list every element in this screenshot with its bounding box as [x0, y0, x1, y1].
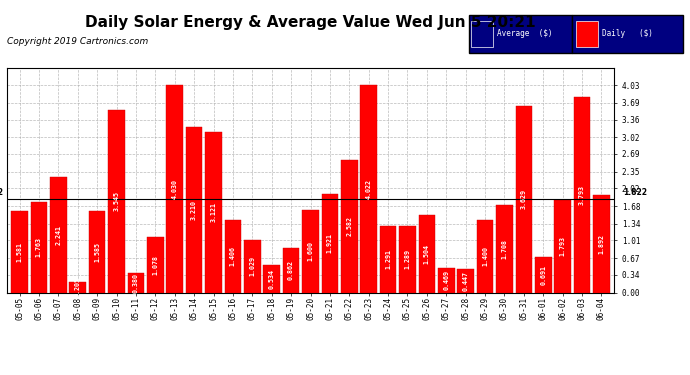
Bar	[477, 220, 493, 292]
Bar	[574, 97, 591, 292]
Text: 1.406: 1.406	[230, 246, 236, 266]
Text: 0.862: 0.862	[288, 260, 294, 280]
Bar	[322, 194, 338, 292]
Bar	[380, 226, 396, 292]
Text: 3.545: 3.545	[114, 191, 119, 211]
Bar	[360, 86, 377, 292]
Text: 1.078: 1.078	[152, 255, 158, 275]
Text: 1.822: 1.822	[0, 188, 3, 196]
Bar	[555, 200, 571, 292]
Bar	[515, 106, 532, 292]
Text: 1.504: 1.504	[424, 244, 430, 264]
Bar	[225, 220, 241, 292]
Bar	[283, 248, 299, 292]
Text: 0.469: 0.469	[443, 270, 449, 290]
Bar	[302, 210, 319, 292]
Text: 1.289: 1.289	[404, 249, 411, 269]
Text: Average  ($): Average ($)	[497, 29, 553, 38]
Bar	[147, 237, 164, 292]
Bar	[108, 110, 125, 292]
Text: 0.534: 0.534	[268, 269, 275, 289]
Bar	[186, 127, 202, 292]
Text: 3.793: 3.793	[579, 185, 585, 205]
Text: Daily   ($): Daily ($)	[602, 29, 653, 38]
Text: 1.400: 1.400	[482, 246, 488, 267]
Bar	[400, 226, 416, 292]
Bar	[70, 282, 86, 292]
Text: 1.291: 1.291	[385, 249, 391, 269]
Bar	[576, 21, 598, 47]
Text: 4.030: 4.030	[172, 179, 178, 199]
Bar	[128, 273, 144, 292]
Text: 0.691: 0.691	[540, 265, 546, 285]
FancyBboxPatch shape	[469, 15, 572, 52]
Bar	[50, 177, 66, 292]
Bar	[166, 85, 183, 292]
Text: 1.708: 1.708	[502, 238, 507, 258]
Text: 1.600: 1.600	[308, 241, 313, 261]
Text: 3.121: 3.121	[210, 202, 217, 222]
Text: 4.022: 4.022	[366, 179, 372, 199]
Text: 1.793: 1.793	[560, 236, 566, 256]
Bar	[438, 268, 455, 292]
Bar	[535, 257, 551, 292]
Bar	[264, 265, 280, 292]
Text: Daily Solar Energy & Average Value Wed Jun 5 20:21: Daily Solar Energy & Average Value Wed J…	[85, 15, 536, 30]
Bar	[11, 211, 28, 292]
Bar	[341, 159, 357, 292]
Text: 1.585: 1.585	[94, 242, 100, 262]
Text: 1.822: 1.822	[623, 188, 647, 196]
Text: 1.892: 1.892	[598, 234, 604, 254]
FancyBboxPatch shape	[572, 15, 683, 52]
Text: 2.582: 2.582	[346, 216, 353, 236]
Text: 2.241: 2.241	[55, 225, 61, 245]
Text: 3.210: 3.210	[191, 200, 197, 220]
Bar	[419, 215, 435, 292]
Bar	[244, 240, 261, 292]
Bar	[457, 270, 474, 292]
Text: 0.380: 0.380	[133, 273, 139, 293]
Text: Copyright 2019 Cartronics.com: Copyright 2019 Cartronics.com	[7, 38, 148, 46]
Bar	[89, 211, 106, 292]
Text: 1.029: 1.029	[249, 256, 255, 276]
Text: 1.581: 1.581	[17, 242, 23, 262]
Text: 0.447: 0.447	[463, 271, 469, 291]
Bar	[30, 202, 47, 292]
Bar	[205, 132, 221, 292]
Bar	[496, 204, 513, 292]
Text: 1.763: 1.763	[36, 237, 42, 257]
Text: 3.629: 3.629	[521, 189, 527, 209]
Bar	[471, 21, 493, 47]
Text: 0.205: 0.205	[75, 277, 81, 297]
Text: 1.921: 1.921	[327, 233, 333, 253]
Bar	[593, 195, 610, 292]
